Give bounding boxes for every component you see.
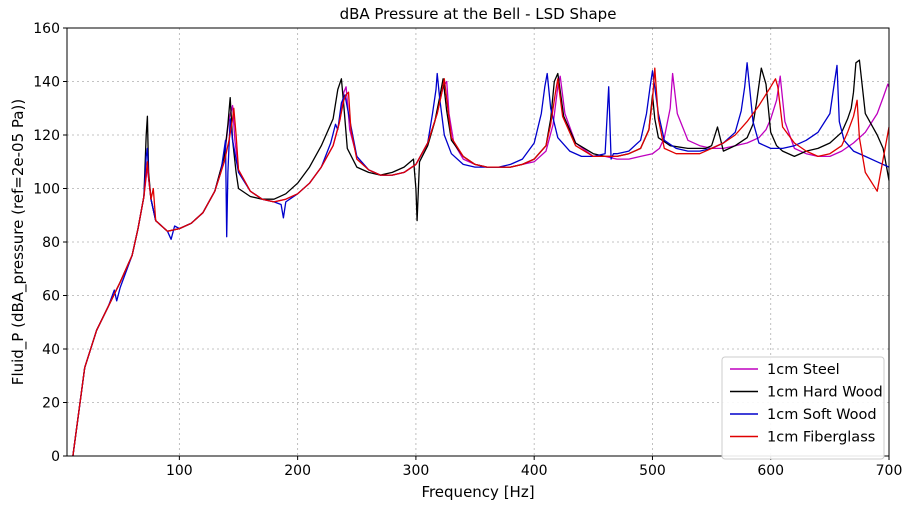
legend-label: 1cm Soft Wood (767, 407, 877, 423)
x-tick-label: 200 (284, 463, 311, 479)
legend-label: 1cm Steel (767, 362, 840, 378)
x-tick-label: 500 (639, 463, 666, 479)
x-tick-label: 300 (403, 463, 430, 479)
x-axis-label: Frequency [Hz] (421, 483, 534, 501)
chart-title: dBA Pressure at the Bell - LSD Shape (340, 5, 617, 23)
legend-label: 1cm Hard Wood (767, 385, 883, 401)
y-tick-label: 20 (42, 396, 60, 412)
y-tick-label: 100 (33, 182, 60, 198)
x-tick-label: 600 (757, 463, 784, 479)
y-tick-label: 160 (33, 21, 60, 37)
legend: 1cm Steel 1cm Hard Wood 1cm Soft Wood 1cm F… (721, 356, 885, 460)
x-axis-ticks: 100 200 300 400 500 600 700 (166, 456, 902, 479)
y-tick-label: 40 (42, 342, 60, 358)
y-tick-label: 60 (42, 289, 60, 305)
x-tick-label: 700 (876, 463, 903, 479)
x-tick-label: 100 (166, 463, 193, 479)
y-tick-label: 140 (33, 75, 60, 91)
x-tick-label: 400 (521, 463, 548, 479)
y-tick-label: 80 (42, 235, 60, 251)
y-tick-label: 120 (33, 128, 60, 144)
y-axis-label: Fluid_P (dBA_pressure (ref=2e-05 Pa)) (9, 99, 28, 385)
legend-label: 1cm Fiberglass (767, 430, 875, 446)
series-line-4 (72, 67, 890, 457)
legend-box (721, 356, 885, 460)
y-tick-label: 0 (51, 449, 60, 465)
y-axis-ticks: 0 20 40 60 80 100 120 140 160 (33, 21, 67, 465)
series-lines (72, 59, 890, 457)
